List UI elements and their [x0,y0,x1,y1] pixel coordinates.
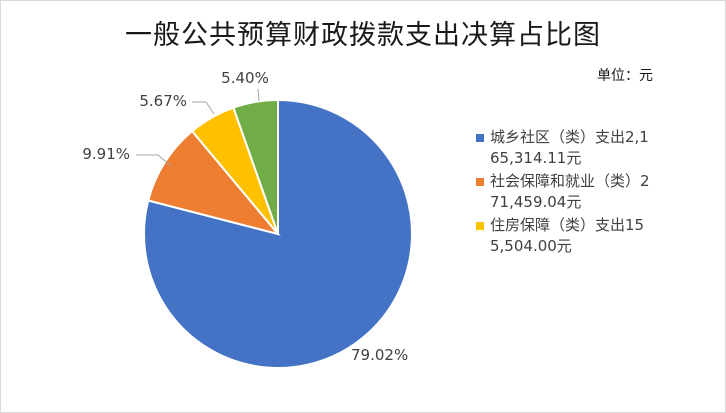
data-label-housing: 5.67% [139,92,187,110]
legend-entry-housing: 住房保障（类）支出155,504.00元 [476,215,651,257]
legend-entry-urban-rural: 城乡社区（类）支出2,165,314.11元 [476,127,651,169]
pie-slice-social-security [147,129,281,236]
legend: 城乡社区（类）支出2,165,314.11元 社会保障和就业（类）271,459… [476,127,651,259]
legend-swatch-urban-rural [476,134,484,142]
data-label-urban-rural: 79.02% [351,346,408,364]
unit-label: 单位：元 [597,68,653,84]
chart-title: 一般公共预算财政拨款支出决算占比图 [125,20,601,51]
legend-swatch-housing [476,222,484,230]
legend-label-housing: 住房保障（类）支出155,504.00元 [490,216,645,255]
legend-swatch-social-security [476,178,484,186]
legend-label-social-security: 社会保障和就业（类）271,459.04元 [490,172,650,211]
data-label-other: 5.40% [221,69,269,87]
legend-entry-social-security: 社会保障和就业（类）271,459.04元 [476,171,651,213]
leader-line-housing [192,101,215,115]
leader-line-other [257,88,260,102]
leader-line-social-security [136,154,172,167]
pie-slice-other [232,98,279,235]
data-label-social-security: 9.91% [82,145,130,163]
legend-label-urban-rural: 城乡社区（类）支出2,165,314.11元 [490,128,649,167]
